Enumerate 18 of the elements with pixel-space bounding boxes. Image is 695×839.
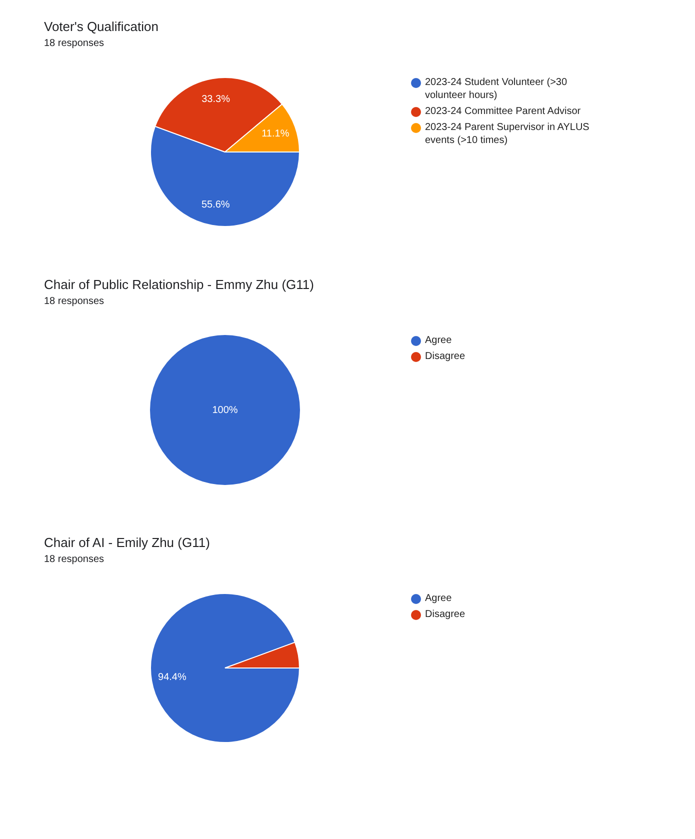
legend-label: 2023-24 Student Volunteer (>30 volunteer hours) [425, 76, 568, 102]
data-label: 55.6% [201, 200, 230, 211]
legend-label: Agree [425, 334, 453, 347]
chart-subtitle: 18 responses [44, 295, 104, 309]
chart-title: Chair of Public Relationship - Emmy Zhu (G11) [44, 276, 314, 294]
chart-title: Voter's Qualification [44, 18, 158, 36]
data-label: 33.3% [202, 94, 230, 105]
chart-title: Chair of AI - Emily Zhu (G11) [44, 534, 210, 552]
data-label: 94.4% [158, 672, 186, 684]
chart-subtitle: 18 responses [44, 553, 104, 567]
data-label: 100% [212, 404, 238, 416]
legend-label: Disagree [425, 608, 466, 621]
legend-label: 2023-24 Committee Parent Advisor [425, 105, 582, 118]
legend-label: Disagree [425, 350, 466, 363]
data-label: 11.1% [262, 128, 290, 140]
legend-label: Agree [425, 592, 453, 605]
legend-label: 2023-24 Parent Supervisor in AYLUS events (>10 times) [425, 121, 590, 147]
chart-subtitle: 18 responses [44, 37, 104, 51]
